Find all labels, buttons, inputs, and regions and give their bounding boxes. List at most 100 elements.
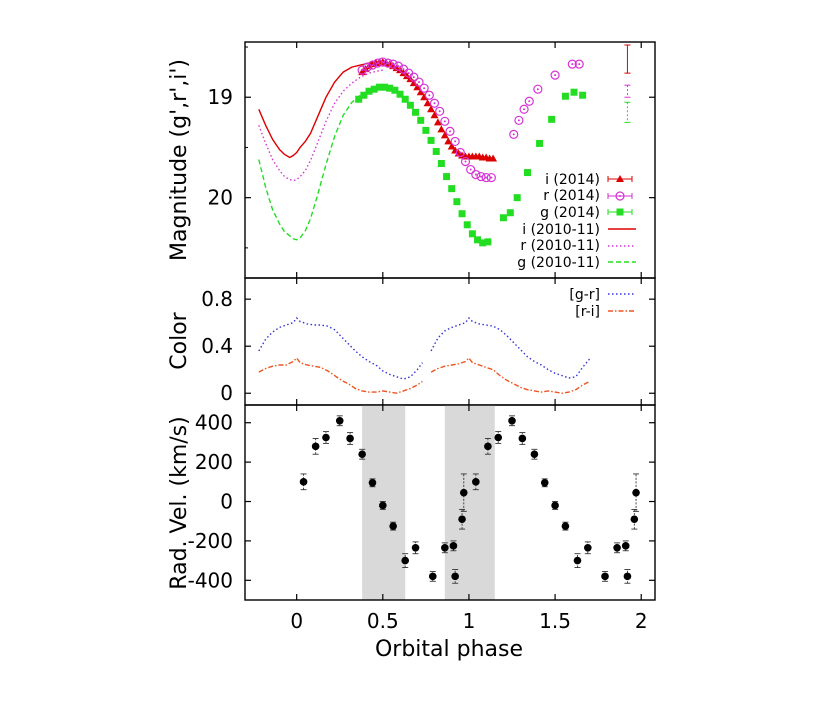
rv-point-15: [458, 515, 466, 524]
mag-point-0-23: [437, 125, 446, 133]
mag-point-2-3: [370, 85, 378, 93]
mag-point-0-20: [427, 105, 436, 113]
mag-point-1-31-center: [554, 74, 557, 77]
mag-point-1-16: [440, 116, 450, 126]
mag-series-line-4: [258, 69, 383, 182]
mag-point-1-33-center: [578, 63, 581, 66]
mag-point-1-23: [476, 171, 486, 182]
mag-point-2-31: [548, 115, 556, 123]
mag-point-1-16-center: [443, 120, 446, 123]
legend-label-r-2010-11: r (2010-11): [520, 238, 600, 254]
mag-point-1-25-center: [490, 176, 493, 179]
mag-point-1-10-center: [412, 76, 415, 79]
mag-point-1-10: [409, 72, 419, 82]
phase-tick-label-0: 0: [290, 609, 303, 633]
mag-point-1-27-center: [517, 119, 520, 122]
mag-point-1-33: [574, 59, 584, 69]
color-series-line-1-a: [258, 356, 423, 394]
mag-point-1-19: [455, 147, 465, 158]
mag-point-1-20: [460, 156, 471, 167]
mag-point-1-7-center: [397, 65, 400, 68]
mag-point-2-13: [422, 126, 430, 134]
rv-point-14: [451, 572, 459, 581]
mag-point-1-25: [486, 172, 496, 183]
rv-point-2: [322, 433, 330, 442]
mag-point-2-6: [386, 84, 394, 92]
mag-point-2-0: [355, 95, 363, 103]
rv-point-12: [441, 544, 449, 552]
rv-point-6: [368, 479, 377, 487]
mag-ytick-label-0: 19: [208, 85, 233, 109]
legend-label-g-2014: g (2014): [540, 205, 600, 221]
mag-point-1-6-center: [392, 63, 395, 66]
rv-point-23: [540, 479, 549, 487]
mag-point-1-4-center: [381, 61, 384, 64]
mag-point-0-22: [433, 118, 442, 126]
rv-ytick-label-2: 0: [220, 490, 233, 514]
mag-point-2-24: [479, 239, 487, 247]
mag-point-1-5-center: [386, 62, 389, 65]
mag-point-2-1: [360, 91, 368, 99]
mag-point-1-4: [378, 57, 388, 67]
radial-velocity-panel-frame: [244, 404, 656, 601]
mag-point-1-0-center: [361, 69, 364, 72]
mag-point-1-17: [445, 126, 455, 136]
mag-point-2-5: [381, 83, 389, 91]
mag-point-1-32: [567, 59, 577, 69]
rv-point-26: [573, 556, 582, 565]
mag-point-1-31: [550, 70, 560, 80]
mag-point-1-13-center: [428, 94, 431, 97]
mag-point-0-16: [413, 83, 422, 91]
rv-point-1: [311, 442, 320, 451]
rv-point-4: [346, 434, 354, 443]
orbital-phase-axis-title: Orbital phase: [375, 637, 523, 662]
mag-point-2-28: [513, 194, 521, 202]
rv-point-3: [335, 416, 344, 425]
mag-point-1-28-center: [523, 108, 526, 111]
rv-ytick-label-1: -200: [188, 529, 233, 553]
eclipse-shaded-band-1: [444, 405, 495, 600]
mag-point-2-16: [437, 160, 445, 168]
mag-point-1-11-center: [417, 81, 420, 84]
rv-point-27: [584, 544, 592, 552]
rv-point-0: [299, 478, 308, 486]
legend-label-i-2010-11: i (2010-11): [522, 222, 600, 238]
mag-point-1-29: [524, 96, 534, 106]
radial-velocity-panel: -400 -200 0 200 400 0 0.5 1 1.5 2: [188, 404, 656, 633]
mag-point-2-20: [458, 210, 466, 218]
mag-point-1-8-center: [402, 68, 405, 71]
mag-point-2-15: [432, 147, 440, 155]
phase-tick-label-4: 2: [635, 609, 648, 633]
mag-point-2-27: [506, 209, 514, 217]
mag-point-1-32-center: [571, 63, 574, 66]
mag-point-1-2-center: [371, 64, 374, 67]
color-series-line-0-a: [258, 316, 423, 380]
mag-point-1-0: [357, 65, 367, 75]
col-ytick-label-0: 0: [220, 381, 233, 405]
mag-point-2-2: [365, 87, 373, 95]
mag-point-2-17: [443, 173, 451, 181]
mag-point-0-21: [430, 111, 439, 119]
mag-point-1-22: [471, 169, 481, 180]
rv-point-8: [389, 522, 397, 530]
mag-point-2-7: [391, 86, 399, 94]
mag-point-1-1-center: [366, 66, 369, 69]
radial-velocity-axis-title: Rad. Vel. (km/s): [167, 416, 192, 589]
rv-point-31: [623, 572, 632, 581]
mag-point-1-15-center: [438, 110, 441, 113]
rv-point-11: [428, 572, 437, 581]
color-panel: 0 0.4 0.8: [201, 277, 656, 406]
rv-point-20: [508, 416, 516, 425]
mag-point-1-1: [362, 62, 372, 72]
legend-sample-marker-1: [615, 191, 625, 201]
mag-point-1-26-center: [512, 133, 515, 136]
phase-tick-label-2: 1: [463, 609, 476, 633]
mag-point-0-24: [440, 131, 449, 139]
mag-point-1-12-center: [423, 87, 426, 90]
mag-point-2-8: [396, 90, 404, 98]
mag-point-1-18: [450, 136, 460, 147]
legend-sample-marker-2: [616, 208, 624, 216]
mag-point-2-32: [561, 92, 569, 100]
